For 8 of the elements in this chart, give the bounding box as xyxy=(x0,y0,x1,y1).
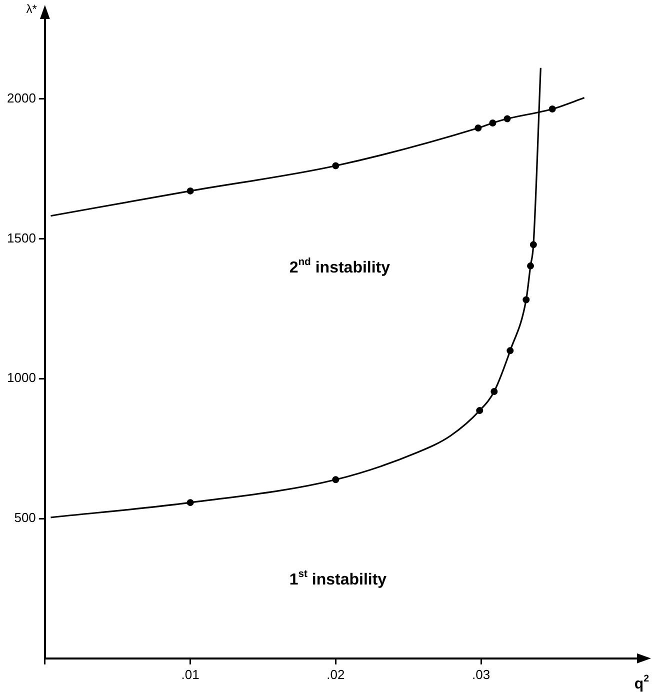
x-tick-label: .03 xyxy=(472,666,490,682)
x-tick-label: .01 xyxy=(181,666,200,682)
y-axis-title: λ* xyxy=(26,2,38,16)
x-tick-label: .02 xyxy=(326,666,345,682)
y-tick-label: 2000 xyxy=(7,90,36,106)
y-tick-label: 1000 xyxy=(7,370,36,386)
y-tick-label: 1500 xyxy=(7,230,36,246)
y-tick-label: 500 xyxy=(14,510,36,526)
